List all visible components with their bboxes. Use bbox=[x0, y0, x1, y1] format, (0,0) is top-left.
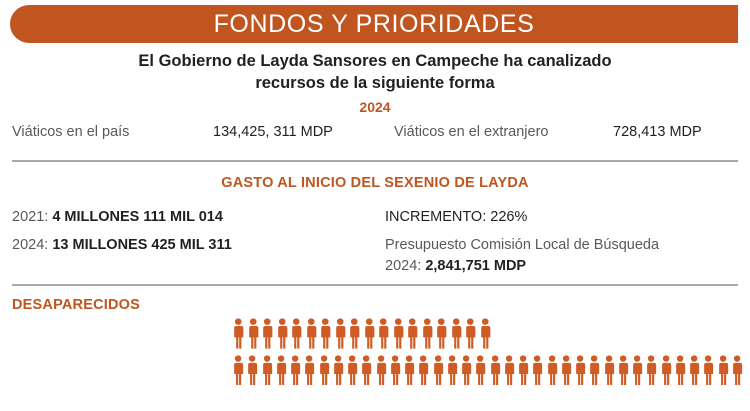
person-pictogram-icon bbox=[449, 318, 464, 349]
person-pictogram-icon bbox=[516, 355, 530, 387]
header-banner: FONDOS Y PRIORIDADES bbox=[10, 5, 738, 43]
person-pictogram-icon bbox=[459, 355, 473, 387]
person-pictogram-icon bbox=[616, 355, 630, 387]
person-pictogram-icon bbox=[260, 318, 275, 349]
person-pictogram-icon bbox=[362, 318, 377, 349]
person-pictogram-icon bbox=[318, 318, 333, 349]
person-pictogram-icon bbox=[716, 355, 730, 387]
incremento-value: 226% bbox=[490, 209, 528, 225]
person-pictogram-icon bbox=[275, 318, 290, 349]
person-pictogram-icon bbox=[644, 355, 658, 387]
person-pictogram-icon bbox=[288, 355, 302, 387]
person-pictogram-icon bbox=[359, 355, 373, 387]
person-pictogram-icon bbox=[391, 318, 406, 349]
person-pictogram-icon bbox=[587, 355, 601, 387]
presupuesto-value: 2,841,751 MDP bbox=[425, 258, 527, 274]
person-pictogram-icon bbox=[701, 355, 715, 387]
gasto-2024-amount: 13 MILLONES 425 MIL 311 bbox=[52, 237, 232, 253]
person-pictogram-icon bbox=[317, 355, 331, 387]
person-pictogram-icon bbox=[333, 318, 348, 349]
presupuesto-year: 2024: bbox=[385, 258, 422, 274]
person-pictogram-icon bbox=[416, 355, 430, 387]
person-pictogram-icon bbox=[630, 355, 644, 387]
person-pictogram-icon bbox=[420, 318, 435, 349]
subtitle: El Gobierno de Layda Sansores en Campech… bbox=[0, 50, 750, 94]
person-pictogram-icon bbox=[246, 318, 261, 349]
person-pictogram-icon bbox=[331, 355, 345, 387]
pictogram-figures-2025 bbox=[231, 355, 744, 387]
desaparecidos-section-heading: DESAPARECIDOS bbox=[12, 297, 141, 313]
gasto-2021-amount: 4 MILLONES 111 MIL 014 bbox=[52, 209, 223, 225]
person-pictogram-icon bbox=[434, 318, 449, 349]
viaticos-row: Viáticos en el país 134,425, 311 MDP Viá… bbox=[12, 124, 738, 148]
presupuesto-label: Presupuesto Comisión Local de Búsqueda bbox=[385, 237, 660, 253]
person-pictogram-icon bbox=[302, 355, 316, 387]
person-pictogram-icon bbox=[559, 355, 573, 387]
person-pictogram-icon bbox=[730, 355, 744, 387]
person-pictogram-icon bbox=[260, 355, 274, 387]
gasto-section-heading: GASTO AL INICIO DEL SEXENIO DE LAYDA bbox=[221, 175, 529, 191]
person-pictogram-icon bbox=[530, 355, 544, 387]
person-pictogram-icon bbox=[345, 355, 359, 387]
gasto-2024-year: 2024: bbox=[12, 237, 49, 253]
presupuesto-value-row: 2024: 2,841,751 MDP bbox=[385, 256, 526, 277]
person-pictogram-icon bbox=[304, 318, 319, 349]
person-pictogram-icon bbox=[488, 355, 502, 387]
person-pictogram-icon bbox=[274, 355, 288, 387]
person-pictogram-icon bbox=[376, 318, 391, 349]
subtitle-line-2: recursos de la siguiente forma bbox=[255, 74, 495, 92]
page-title: FONDOS Y PRIORIDADES bbox=[213, 9, 535, 38]
presupuesto-label-row: Presupuesto Comisión Local de Búsqueda bbox=[385, 235, 659, 256]
person-pictogram-icon bbox=[347, 318, 362, 349]
pictogram-figures-2024 bbox=[231, 318, 493, 349]
person-pictogram-icon bbox=[502, 355, 516, 387]
person-pictogram-icon bbox=[405, 318, 420, 349]
person-pictogram-icon bbox=[463, 318, 478, 349]
divider-viaticos bbox=[12, 160, 738, 162]
gasto-2021-row: 2021: 4 MILLONES 111 MIL 014 bbox=[12, 207, 223, 228]
person-pictogram-icon bbox=[231, 355, 245, 387]
divider-desaparecidos bbox=[12, 284, 738, 286]
person-pictogram-icon bbox=[573, 355, 587, 387]
person-pictogram-icon bbox=[445, 355, 459, 387]
person-pictogram-icon bbox=[659, 355, 673, 387]
incremento-row: INCREMENTO: 226% bbox=[385, 207, 527, 228]
person-pictogram-icon bbox=[602, 355, 616, 387]
gasto-2021-year: 2021: bbox=[12, 209, 49, 225]
person-pictogram-icon bbox=[473, 355, 487, 387]
person-pictogram-icon bbox=[402, 355, 416, 387]
incremento-label: INCREMENTO: bbox=[385, 209, 487, 225]
person-pictogram-icon bbox=[431, 355, 445, 387]
person-pictogram-icon bbox=[289, 318, 304, 349]
person-pictogram-icon bbox=[545, 355, 559, 387]
person-pictogram-icon bbox=[374, 355, 388, 387]
viaticos-extranjero-value: 728,413 MDP bbox=[613, 124, 702, 140]
viaticos-extranjero-label: Viáticos en el extranjero bbox=[394, 124, 549, 140]
person-pictogram-icon bbox=[673, 355, 687, 387]
subtitle-line-1: El Gobierno de Layda Sansores en Campech… bbox=[138, 52, 612, 70]
person-pictogram-icon bbox=[388, 355, 402, 387]
viaticos-pais-value: 134,425, 311 MDP bbox=[213, 124, 333, 140]
person-pictogram-icon bbox=[231, 318, 246, 349]
person-pictogram-icon bbox=[245, 355, 259, 387]
gasto-2024-row: 2024: 13 MILLONES 425 MIL 311 bbox=[12, 235, 232, 256]
person-pictogram-icon bbox=[478, 318, 493, 349]
viaticos-year-label: 2024 bbox=[359, 99, 391, 115]
person-pictogram-icon bbox=[687, 355, 701, 387]
viaticos-pais-label: Viáticos en el país bbox=[12, 124, 130, 140]
